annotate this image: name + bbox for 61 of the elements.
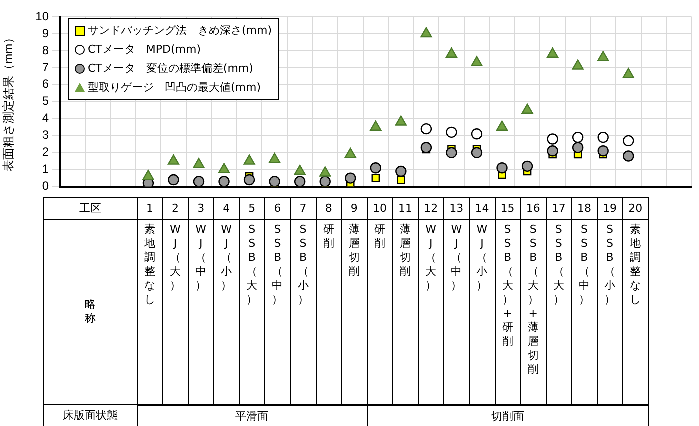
y-tick-label: 1 [42,162,50,176]
x-tick-label: 14 [468,197,496,220]
legend-label: CTメータ 変位の標準偏差(mm) [87,61,254,77]
text: SSB（大） [246,223,258,307]
x-tick-label: 18 [571,197,598,220]
y-tick-label: 7 [42,60,50,74]
legend-label: 型取りゲージ 凹凸の最大値(mm) [87,80,262,96]
text: 研削 [374,223,386,251]
text: 略称 [84,298,96,326]
x-tick-label: 7 [290,197,317,220]
text: WJ（小） [476,223,488,293]
text: 薄層切削 [348,223,360,279]
y-tick-label: 8 [42,43,50,58]
text: SSB（中） [272,223,284,307]
text: SSB（大）+研削 [502,223,514,348]
x-tick-label: 9 [341,197,368,220]
text: SSB（小） [297,223,310,307]
x-tick-label: 2 [162,197,189,220]
y-axis-title: 表面粗さ測定結果（mm） [2,32,16,172]
y-tick-label: 3 [42,128,50,142]
text: WJ（小） [220,223,233,293]
y-tick-label: 0 [42,179,50,194]
text: 平滑面 [136,404,368,426]
text: 切削面 [366,404,649,426]
text: SSB（大）+薄層切削 [528,223,539,376]
x-tick-label: 6 [264,197,292,220]
text: 工区 [43,197,138,220]
x-tick-label: 5 [238,197,266,220]
text: 床版面状態 [43,404,138,426]
y-tick-label: 6 [42,77,50,92]
x-tick-label: 8 [316,197,342,220]
text: WJ（大） [425,223,438,293]
x-tick-label: 16 [520,197,547,220]
text: SSB（大） [552,223,565,307]
x-tick-label: 4 [213,197,240,220]
x-tick-label: 1 [136,197,164,220]
x-tick-label: 13 [443,197,470,220]
x-tick-label: 3 [188,197,214,220]
y-tick-label: 2 [42,145,50,160]
text: 研削 [322,223,335,251]
text: 素地調整なし [630,223,642,307]
text: 薄層切削 [400,223,412,279]
y-tick-label: 9 [42,26,50,40]
x-tick-label: 20 [622,197,649,220]
text: WJ（中） [195,223,208,293]
text: WJ（中） [450,223,463,293]
x-tick-label: 17 [546,197,572,220]
x-tick-label: 12 [418,197,444,220]
x-tick-label: 19 [596,197,624,220]
x-tick-label: 15 [494,197,522,220]
text: SSB（小） [604,223,616,307]
x-tick-label: 10 [366,197,394,220]
x-tick-label: 11 [392,197,419,220]
legend-label: CTメータ MPD(mm) [87,42,202,58]
y-tick-label: 5 [42,94,50,108]
y-tick-label: 4 [42,111,50,126]
text: WJ（大） [170,223,182,293]
text: SSB（中） [578,223,590,307]
y-tick-label: 10 [36,9,50,24]
legend-label: サンドパッチング法 きめ深さ(mm) [87,23,272,39]
text: 素地調整なし [144,223,156,307]
